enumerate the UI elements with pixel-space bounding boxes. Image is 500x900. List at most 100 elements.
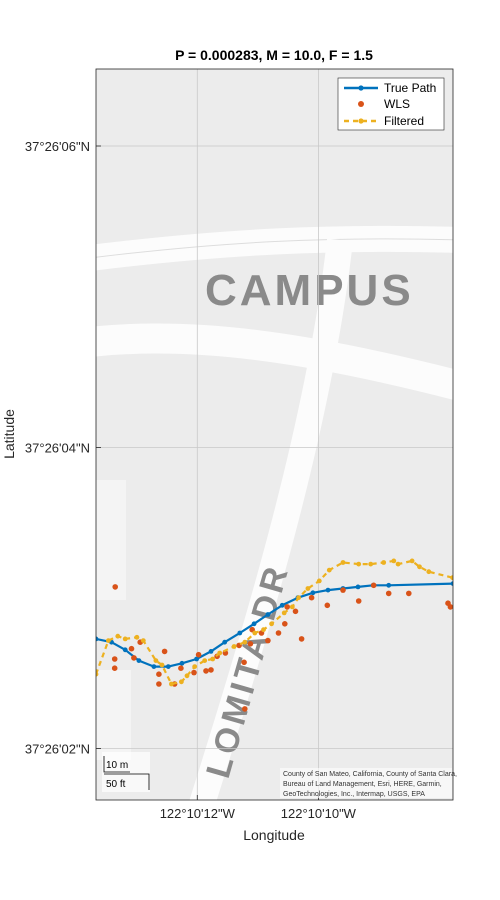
data-point-filtered [185, 673, 190, 678]
data-point-filtered [410, 559, 415, 564]
legend-label-true-path: True Path [384, 81, 436, 95]
data-point-true-path [311, 590, 316, 595]
data-point-wls [156, 681, 162, 687]
data-point-true-path [209, 649, 214, 654]
scale-bar: 10 m 50 ft [102, 752, 150, 792]
map-area [96, 480, 126, 600]
legend-marker-filtered [358, 118, 363, 123]
data-point-wls [309, 595, 315, 601]
data-point-wls [325, 603, 331, 609]
data-point-filtered [282, 611, 287, 616]
data-point-wls [178, 665, 184, 671]
data-point-wls [131, 655, 137, 661]
data-point-filtered [368, 562, 373, 567]
data-point-filtered [179, 679, 184, 684]
data-point-filtered [269, 621, 274, 626]
x-tick-label: 122°10'12"W [160, 806, 236, 821]
data-point-wls [406, 591, 412, 597]
data-point-wls [340, 587, 346, 593]
y-axis-label: Latitude [1, 409, 17, 459]
data-point-filtered [160, 663, 165, 668]
data-point-true-path [326, 588, 331, 593]
data-point-wls [129, 646, 135, 652]
map-label-campus: CAMPUS [205, 266, 414, 315]
data-point-filtered [356, 562, 361, 567]
data-point-filtered [192, 664, 197, 669]
attribution-line: County of San Mateo, California, County … [283, 771, 457, 778]
data-point-wls [248, 641, 254, 647]
data-point-filtered [115, 634, 120, 639]
data-point-filtered [252, 631, 257, 636]
data-point-wls [208, 667, 214, 673]
y-tick-label: 37°26'04"N [25, 441, 90, 456]
data-point-filtered [123, 637, 128, 642]
data-point-true-path [180, 661, 185, 666]
data-point-true-path [123, 647, 128, 652]
data-point-true-path [280, 603, 285, 608]
data-point-filtered [290, 605, 295, 610]
data-point-true-path [266, 612, 271, 617]
data-point-filtered [341, 560, 346, 565]
y-tick-label: 37°26'02"N [25, 741, 90, 756]
legend-marker-wls [358, 101, 364, 107]
data-point-filtered [202, 658, 207, 663]
data-point-wls [386, 591, 392, 597]
data-point-filtered [135, 635, 140, 640]
data-point-wls [112, 656, 118, 662]
chart-title: P = 0.000283, M = 10.0, F = 1.5 [175, 47, 373, 63]
data-point-true-path [166, 664, 171, 669]
data-point-filtered [327, 568, 332, 573]
data-point-true-path [356, 585, 361, 590]
data-point-filtered [232, 644, 237, 649]
data-point-true-path [222, 640, 227, 645]
x-tick-label: 122°10'10"W [281, 806, 357, 821]
data-point-wls [196, 652, 202, 658]
data-point-true-path [252, 621, 257, 626]
x-axis-label: Longitude [243, 827, 305, 843]
data-point-wls [156, 671, 162, 677]
attribution-line: GeoTechnologies, Inc., Intermap, USGS, E… [283, 791, 425, 798]
data-point-filtered [141, 638, 146, 643]
basemap: CAMPUS LOMITA DR [90, 69, 460, 810]
data-point-wls [293, 609, 299, 615]
data-point-wls [356, 598, 362, 604]
data-point-wls [241, 660, 247, 666]
attribution-line: Bureau of Land Management, Esri, HERE, G… [283, 781, 442, 788]
data-point-filtered [426, 569, 431, 574]
data-point-filtered [169, 682, 174, 687]
data-point-filtered [317, 579, 322, 584]
data-point-wls [265, 638, 271, 644]
legend-label-wls: WLS [384, 97, 410, 111]
data-point-wls [282, 621, 288, 627]
data-point-filtered [417, 564, 422, 569]
data-point-wls [371, 583, 377, 589]
data-point-filtered [106, 638, 111, 643]
data-point-wls [112, 584, 118, 590]
map-area [96, 670, 131, 760]
data-point-filtered [242, 640, 247, 645]
data-point-wls [203, 668, 209, 674]
data-point-wls [299, 636, 305, 642]
data-point-wls [276, 630, 282, 636]
scale-bar-metric-label: 10 m [106, 760, 128, 771]
data-point-true-path [386, 583, 391, 588]
data-point-true-path [137, 658, 142, 663]
data-point-wls [448, 604, 454, 610]
data-point-filtered [210, 657, 215, 662]
legend-label-filtered: Filtered [384, 114, 424, 128]
data-point-filtered [296, 595, 301, 600]
data-point-wls [284, 604, 290, 610]
attribution: County of San Mateo, California, County … [280, 768, 457, 798]
data-point-true-path [237, 631, 242, 636]
data-point-filtered [217, 651, 222, 656]
data-point-wls [242, 706, 248, 712]
legend-marker-true-path [358, 85, 363, 90]
data-point-filtered [381, 560, 386, 565]
data-point-filtered [154, 658, 159, 663]
y-tick-label: 37°26'06"N [25, 139, 90, 154]
data-point-wls [112, 665, 118, 671]
map-background [96, 69, 453, 800]
data-point-true-path [152, 664, 157, 669]
data-point-filtered [261, 627, 266, 632]
